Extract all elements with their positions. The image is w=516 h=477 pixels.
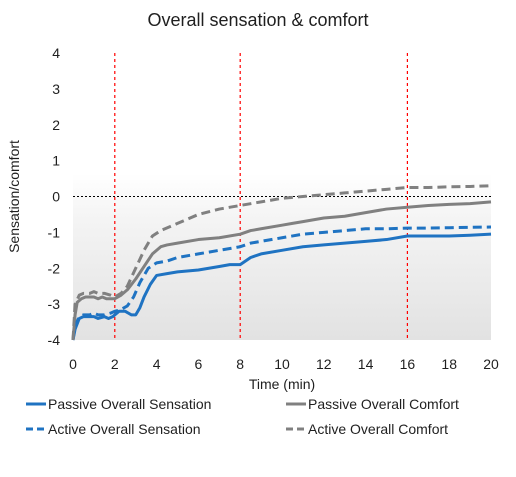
x-tick-label: 20 bbox=[483, 356, 499, 372]
x-tick-label: 2 bbox=[111, 356, 119, 372]
y-tick-label: -4 bbox=[48, 332, 61, 348]
reference-lines bbox=[73, 53, 491, 340]
series-line-2 bbox=[71, 200, 492, 341]
x-tick-label: 10 bbox=[274, 356, 290, 372]
series-line-3 bbox=[71, 225, 492, 341]
y-tick-label: -1 bbox=[48, 224, 61, 240]
chart-title: Overall sensation & comfort bbox=[147, 10, 368, 30]
legend-label: Active Overall Comfort bbox=[308, 421, 448, 437]
x-tick-label: 14 bbox=[358, 356, 374, 372]
y-tick-label: 1 bbox=[52, 153, 60, 169]
y-tick-label: -2 bbox=[48, 260, 61, 276]
x-tick-label: 8 bbox=[236, 356, 244, 372]
legend: Passive Overall Sensation Passive Overall… bbox=[26, 396, 459, 437]
x-tick-label: 18 bbox=[441, 356, 457, 372]
x-axis-title: Time (min) bbox=[249, 376, 315, 392]
legend-label: Passive Overall Comfort bbox=[308, 396, 459, 412]
series-line-4 bbox=[71, 184, 492, 341]
x-tick-label: 6 bbox=[195, 356, 203, 372]
y-tick-label: 4 bbox=[52, 45, 60, 61]
x-tick-label: 12 bbox=[316, 356, 332, 372]
x-tick-label: 4 bbox=[153, 356, 161, 372]
y-tick-label: 3 bbox=[52, 81, 60, 97]
series-lines bbox=[71, 184, 492, 341]
series-line-1 bbox=[71, 232, 492, 341]
y-tick-label: 2 bbox=[52, 117, 60, 133]
x-tick-label: 0 bbox=[69, 356, 77, 372]
x-tick-label: 16 bbox=[400, 356, 416, 372]
legend-label: Passive Overall Sensation bbox=[48, 396, 211, 412]
y-axis-title: Sensation/comfort bbox=[6, 140, 22, 253]
y-tick-label: 0 bbox=[52, 189, 60, 205]
y-tick-label: -3 bbox=[48, 296, 61, 312]
legend-label: Active Overall Sensation bbox=[48, 421, 201, 437]
